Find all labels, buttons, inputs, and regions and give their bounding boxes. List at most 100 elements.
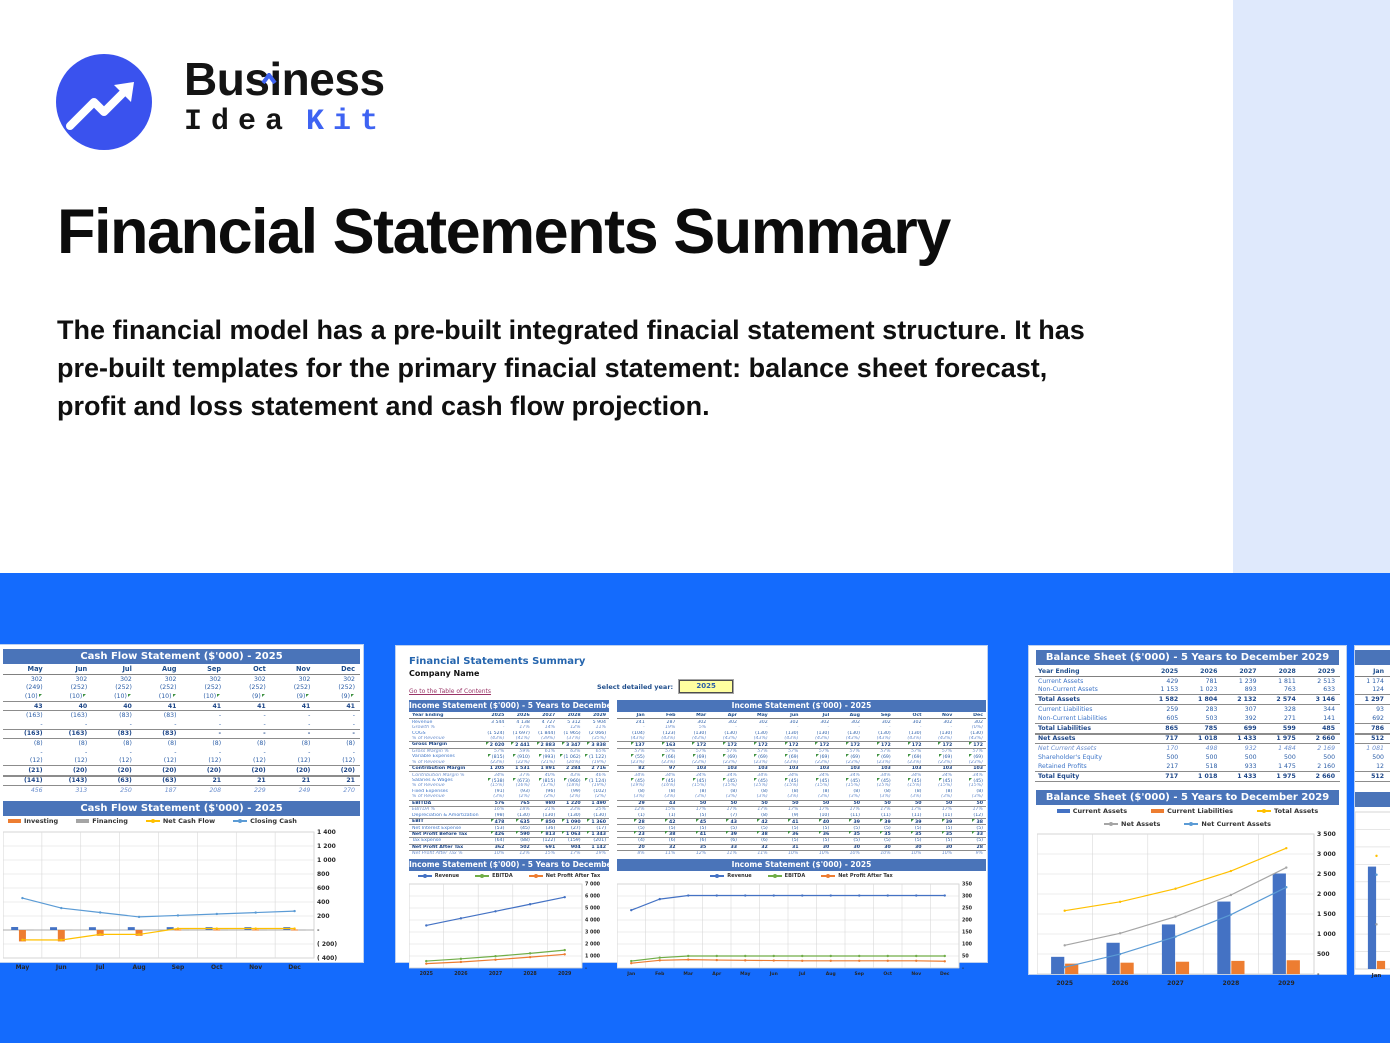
- legend-swatch: [475, 874, 490, 878]
- table-cell: 1 975: [1276, 735, 1296, 743]
- table-cell: (3%): [633, 794, 645, 800]
- table-cell: (5): [853, 838, 860, 844]
- table-cell: 65%: [595, 748, 607, 754]
- row-label: Depreciation & Amortization: [412, 812, 479, 818]
- table-row: (10) (10) (10) (10) (10) (9) (9) (9): [3, 692, 360, 701]
- comment-flag-icon: [217, 693, 221, 697]
- table-cell: 17%: [519, 725, 530, 731]
- table-cell: 1 975: [1276, 772, 1296, 780]
- comment-flag-icon: [877, 777, 881, 781]
- table-row: Net Profit Before Tax 426 590 813 1 063 1 343: [409, 830, 609, 839]
- table-cell: (36): [545, 825, 556, 831]
- comment-flag-icon: [818, 818, 822, 822]
- svg-text:800: 800: [317, 871, 330, 878]
- table-cell: (130): [847, 730, 860, 736]
- table-cell: 1 804: [1198, 696, 1218, 704]
- table-cell: 503: [1205, 714, 1218, 722]
- table-cell: 21: [257, 777, 266, 785]
- table-cell: 34%: [849, 772, 860, 778]
- table-cell: (12): [973, 812, 983, 818]
- comment-flag-icon: [561, 831, 565, 835]
- legend-swatch: [1257, 809, 1272, 814]
- table-cell: Dec: [973, 713, 983, 719]
- comment-flag-icon: [723, 753, 727, 757]
- table-row: --------: [3, 748, 360, 757]
- table-cell: 20: [638, 844, 645, 850]
- table-cell: (20): [340, 766, 355, 774]
- table-cell: 605: [1166, 714, 1179, 722]
- comment-flag-icon: [695, 831, 699, 835]
- comment-flag-icon: [634, 831, 638, 835]
- table-cell: 717: [1165, 772, 1179, 780]
- row-label: % of Revenue: [412, 735, 445, 741]
- svg-text:Jan: Jan: [1371, 973, 1382, 979]
- table-cell: (1 124): [584, 777, 609, 784]
- table-cell: 21: [346, 777, 355, 785]
- table-cell: 3 146: [1315, 696, 1336, 704]
- svg-text:Dec: Dec: [940, 971, 950, 977]
- table-cell: (3%): [941, 794, 953, 800]
- table-row: Contribution Margin % 34% 37% 40% 43% 46%: [409, 772, 609, 778]
- table-cell: 512: [1371, 772, 1384, 780]
- table-cell: 103: [788, 766, 799, 772]
- table-cell: -: [263, 748, 266, 756]
- income-5y-table-title: Income Statement ($'000) - 5 Years to De…: [409, 700, 609, 712]
- table-cell: (15%): [753, 783, 768, 789]
- table-cell: 38: [740, 831, 771, 837]
- table-cell: (122): [542, 838, 556, 844]
- comment-flag-icon: [754, 777, 758, 781]
- table-cell: 249: [298, 786, 311, 794]
- table-cell: (8): [256, 739, 266, 747]
- table-row: 500: [1355, 753, 1390, 762]
- svg-text:7 000: 7 000: [585, 881, 601, 887]
- table-cell: (45): [648, 777, 679, 784]
- table-cell: 10%: [493, 851, 505, 857]
- table-cell: 21: [212, 777, 222, 785]
- legend-item: Revenue: [710, 873, 752, 879]
- table-cell: 103: [942, 766, 953, 772]
- table-row: 29 43 50 50 50 50 50 50 50 50 50 50: [617, 799, 986, 807]
- svg-text:300: 300: [962, 893, 973, 899]
- table-cell: (201): [593, 838, 607, 844]
- table-cell: (8): [761, 812, 768, 818]
- table-cell: 691: [545, 844, 556, 850]
- legend-swatch: [821, 874, 836, 878]
- table-cell: (8): [638, 788, 645, 794]
- table-cell: Nov: [942, 713, 953, 719]
- svg-text:Feb: Feb: [655, 971, 665, 977]
- comment-flag-icon: [559, 753, 563, 757]
- row-label: % of Revenue: [412, 759, 445, 765]
- table-cell: (45): [832, 777, 863, 784]
- table-cell: -: [889, 725, 891, 731]
- comment-flag-icon: [784, 753, 788, 757]
- table-cell: (8): [822, 788, 830, 794]
- table-cell: (43%): [845, 735, 860, 741]
- table-row: % of Revenue (15%) (16%) (17%) (18%) (19%): [409, 783, 609, 788]
- comment-flag-icon: [880, 818, 884, 822]
- table-cell: (5): [699, 825, 707, 831]
- table-cell: 40: [78, 702, 88, 710]
- table-cell: 172: [709, 741, 740, 748]
- table-cell: 229: [253, 786, 266, 794]
- income-2025-legend: Revenue EBITDA Net Profit After Tax: [617, 872, 986, 881]
- table-cell: (19%): [630, 783, 645, 789]
- select-year-input[interactable]: 2025: [679, 680, 734, 693]
- table-cell: 38: [955, 818, 986, 825]
- row-label: Net Profit After Tax %: [412, 851, 463, 857]
- table-cell: 50: [976, 800, 983, 806]
- table-cell: (2 066): [588, 730, 607, 736]
- table-cell: (43%): [876, 735, 891, 741]
- chart-svg: 1 400 1 200 1 000 800 600 400 200 - ( 200) ( 400)…: [2, 829, 337, 971]
- table-cell: (43%): [907, 735, 922, 741]
- table-cell: (8): [884, 788, 891, 794]
- table-of-contents-link[interactable]: Go to the Table of Contents: [409, 688, 492, 695]
- table-row: Variable Expenses (815) (910) (993) (1 062)(…: [409, 753, 609, 760]
- table-cell: (12): [163, 757, 177, 765]
- table-cell: 17%: [726, 807, 737, 813]
- table-row: Contribution Margin 1 205 1 531 1 891 2 284 2…: [409, 764, 609, 773]
- table-row: (163) (163) (83) (83) - - - -: [3, 711, 360, 720]
- table-cell: 18%: [519, 807, 530, 813]
- row-label: Variable Expenses: [412, 754, 455, 760]
- table-cell: (9): [791, 812, 799, 818]
